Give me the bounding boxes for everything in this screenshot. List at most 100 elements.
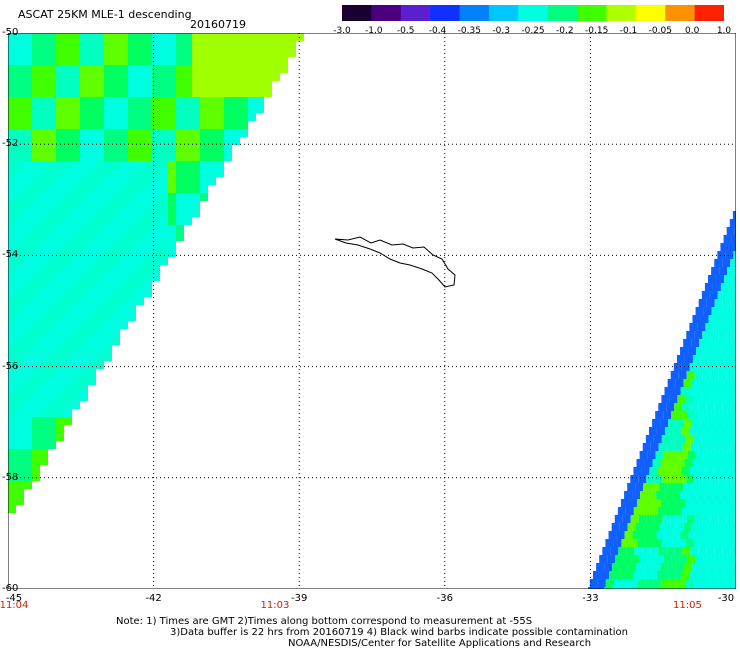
- swath-cell-right: [693, 435, 702, 443]
- swath-cell-right: [653, 579, 662, 587]
- swath-cell-left: [32, 345, 40, 353]
- swath-cell-left: [248, 89, 256, 97]
- swath-cell-left: [136, 57, 144, 65]
- swath-cell-left: [72, 281, 80, 289]
- swath-cell-left: [104, 233, 112, 241]
- swath-cell-right: [717, 539, 726, 547]
- swath-cell-left: [176, 217, 184, 225]
- swath-cell-left: [56, 57, 64, 65]
- swath-cell-right: [660, 459, 669, 467]
- swath-cell-left: [240, 49, 248, 57]
- swath-cell-right: [610, 547, 619, 555]
- swath-cell-left: [80, 321, 88, 329]
- colorbar-segment: [342, 5, 372, 21]
- swath-cell-left: [24, 377, 32, 385]
- swath-cell-left: [48, 105, 56, 113]
- swath-cell-left: [48, 289, 56, 297]
- swath-cell-left: [64, 297, 72, 305]
- swath-cell-left: [56, 257, 64, 265]
- swath-cell-left: [96, 145, 104, 153]
- swath-cell-left: [24, 297, 32, 305]
- swath-cell-right: [724, 315, 733, 323]
- swath-cell-right: [655, 411, 664, 419]
- swath-cell-left: [184, 49, 192, 57]
- swath-cell-left: [80, 33, 88, 41]
- swath-cell-left: [144, 193, 152, 201]
- swath-cell-left: [104, 153, 112, 161]
- swath-cell-right: [604, 563, 613, 571]
- swath-cell-left: [208, 145, 216, 153]
- swath-cell-right: [649, 507, 658, 515]
- swath-cell-left: [160, 169, 168, 177]
- swath-cell-left: [128, 49, 136, 57]
- swath-cell-left: [40, 425, 48, 433]
- swath-cell-right: [716, 315, 725, 323]
- swath-cell-left: [32, 465, 40, 473]
- swath-cell-left: [32, 161, 40, 169]
- swath-cell-right: [664, 387, 673, 395]
- swath-cell-left: [8, 337, 16, 345]
- swath-cell-left: [104, 257, 112, 265]
- swath-cell-left: [64, 393, 72, 401]
- swath-cell-left: [192, 113, 200, 121]
- colorbar-label: -0.05: [648, 26, 672, 36]
- swath-cell-left: [208, 89, 216, 97]
- swath-cell-right: [613, 579, 622, 587]
- swath-cell-left: [16, 289, 24, 297]
- swath-cell-right: [637, 539, 646, 547]
- swath-cell-left: [248, 57, 256, 65]
- swath-cell-left: [176, 193, 184, 201]
- swath-cell-left: [96, 305, 104, 313]
- swath-cell-left: [144, 113, 152, 121]
- swath-cell-left: [24, 441, 32, 449]
- swath-cell-left: [16, 409, 24, 417]
- swath-cell-left: [16, 321, 24, 329]
- swath-cell-left: [152, 249, 160, 257]
- swath-cell-left: [144, 153, 152, 161]
- swath-cell-right: [684, 587, 692, 589]
- swath-cell-left: [120, 137, 128, 145]
- swath-cell-left: [64, 97, 72, 105]
- swath-cell-right: [596, 563, 605, 571]
- swath-cell-left: [128, 177, 136, 185]
- swath-cell-right: [607, 555, 616, 563]
- swath-cell-left: [16, 369, 24, 377]
- swath-cell-left: [24, 353, 32, 361]
- swath-cell-left: [48, 257, 56, 265]
- swath-cell-left: [16, 233, 24, 241]
- swath-cell-right: [661, 395, 670, 403]
- swath-cell-left: [264, 73, 272, 81]
- swath-cell-left: [168, 89, 176, 97]
- swath-cell-left: [136, 145, 144, 153]
- swath-cell-left: [96, 81, 104, 89]
- swath-cell-left: [112, 161, 120, 169]
- swath-cell-right: [676, 459, 685, 467]
- swath-cell-left: [8, 305, 16, 313]
- swath-cell-right: [722, 259, 731, 267]
- swath-cell-left: [168, 177, 176, 185]
- swath-cell-right: [646, 515, 655, 523]
- swath-cell-left: [216, 73, 224, 81]
- swath-cell-left: [72, 337, 80, 345]
- swath-cell-right: [729, 507, 736, 515]
- swath-cell-right: [682, 403, 691, 411]
- swath-cell-right: [733, 539, 736, 547]
- swath-cell-left: [152, 81, 160, 89]
- swath-cell-right: [704, 491, 713, 499]
- swath-cell-right: [722, 299, 731, 307]
- swath-cell-left: [64, 49, 72, 57]
- swath-cell-left: [96, 329, 104, 337]
- swath-cell-right: [615, 555, 624, 563]
- swath-cell-left: [192, 121, 200, 129]
- swath-cell-left: [64, 41, 72, 49]
- swath-cell-right: [674, 443, 683, 451]
- swath-cell-right: [616, 571, 625, 579]
- swath-cell-left: [232, 81, 240, 89]
- swath-cell-left: [80, 273, 88, 281]
- swath-cell-right: [725, 291, 734, 299]
- colorbar-label: -3.0: [333, 26, 351, 36]
- swath-cell-left: [240, 65, 248, 73]
- swath-cell-left: [144, 225, 152, 233]
- swath-cell-right: [710, 515, 719, 523]
- swath-cell-left: [152, 185, 160, 193]
